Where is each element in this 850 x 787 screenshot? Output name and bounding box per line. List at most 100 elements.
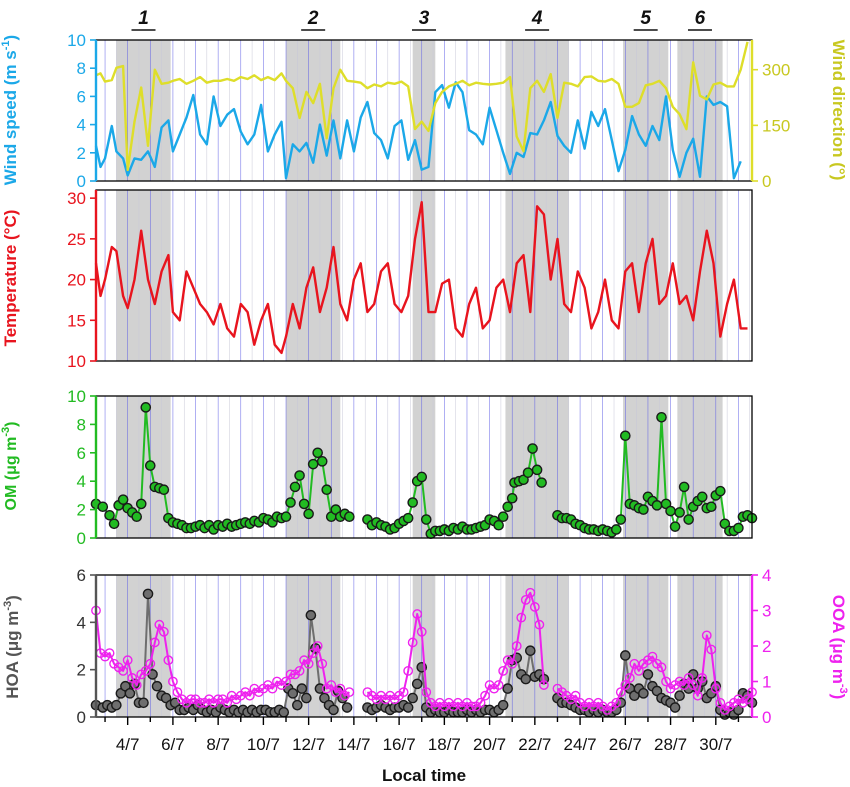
hoa-point — [142, 588, 154, 600]
om-point — [656, 411, 667, 423]
ooa-point — [475, 697, 486, 708]
om-point — [108, 518, 120, 530]
panel-wind: 0 2 4 6 8 10 0 150 300 — [67, 31, 790, 191]
ooa-point — [326, 680, 337, 690]
panel-temperature: 10 15 20 25 30 — [67, 189, 753, 371]
hoa-point — [341, 702, 353, 713]
left-axis-label: Temperature (°C) — [1, 210, 20, 347]
event-label: 1 — [138, 8, 149, 29]
right-tick-label: 150 — [762, 116, 790, 135]
left-tick-label: 4 — [77, 116, 86, 135]
left-axis-label: HOA (μg m-3) — [2, 595, 22, 699]
x-tick-label: 4/7 — [116, 735, 140, 754]
ooa-point — [104, 648, 115, 658]
hoa-point — [402, 702, 414, 713]
ooa-point — [172, 687, 183, 698]
om-point — [131, 511, 143, 523]
hoa-point — [520, 673, 532, 685]
hoa-point — [111, 699, 122, 711]
ooa-point — [158, 626, 169, 637]
ooa-point — [281, 676, 291, 687]
hoa-point — [411, 678, 423, 690]
om-point — [316, 456, 328, 467]
hoa-point — [301, 692, 312, 704]
hoa-point — [124, 688, 136, 699]
left-tick-label: 0 — [77, 172, 86, 191]
hoa-point — [314, 683, 326, 694]
left-tick-label: 10 — [67, 352, 86, 371]
om-point — [303, 508, 314, 520]
hoa-point — [638, 688, 649, 699]
event-band — [623, 40, 669, 181]
ooa-point — [403, 665, 414, 676]
left-tick-label: 6 — [77, 566, 86, 585]
ooa-point — [611, 697, 622, 708]
left-tick-label: 25 — [67, 230, 86, 249]
temperature-line — [94, 201, 748, 355]
x-tick-label: 24/7 — [564, 735, 597, 754]
event-band — [412, 190, 436, 361]
wind_direction-line — [95, 41, 749, 172]
ooa-point — [222, 697, 233, 708]
left-tick-label: 0 — [77, 529, 86, 548]
ooa-point — [186, 694, 196, 705]
om-point — [493, 519, 504, 531]
ooa-point — [570, 690, 581, 701]
om-point — [527, 443, 538, 454]
ooa-point — [620, 680, 631, 690]
x-tick-label: 30/7 — [699, 735, 732, 754]
om-point — [610, 524, 622, 535]
ooa-point — [154, 619, 165, 630]
x-axis-title: Local time — [382, 766, 466, 785]
ooa-point — [244, 690, 255, 701]
ooa-point — [412, 609, 423, 619]
om-point — [678, 481, 690, 493]
x-tick-label: 10/7 — [247, 735, 280, 754]
wind_speed-line — [94, 81, 742, 180]
om-point — [506, 492, 518, 504]
ooa-point — [466, 701, 477, 712]
panel-om: 0 2 4 6 8 10 — [67, 387, 758, 548]
ooa-point — [285, 669, 296, 680]
ooa-point — [145, 658, 156, 669]
left-tick-label: 6 — [77, 444, 86, 463]
ooa-point — [416, 626, 427, 637]
ooa-point — [493, 680, 504, 690]
ooa-point — [163, 655, 174, 666]
om-point — [289, 481, 301, 493]
left-tick-label: 8 — [77, 415, 86, 434]
om-point — [669, 521, 681, 532]
x-tick-label: 22/7 — [518, 735, 551, 754]
left-tick-label: 30 — [67, 189, 86, 208]
ooa-point — [421, 687, 432, 698]
om-point — [531, 464, 543, 476]
event-band — [677, 396, 723, 538]
om-point — [407, 497, 418, 508]
ooa-point — [688, 680, 699, 690]
left-tick-label: 2 — [77, 501, 86, 520]
x-tick-label: 12/7 — [292, 735, 325, 754]
om-point — [158, 484, 170, 496]
hoa-point — [502, 683, 513, 694]
hoa-point — [733, 704, 744, 716]
event-label: 3 — [419, 8, 430, 29]
ooa-point — [633, 665, 644, 676]
om-point — [665, 505, 676, 517]
ooa-point — [701, 630, 712, 641]
om-point — [502, 501, 513, 513]
om-point — [285, 497, 296, 508]
ooa-point — [498, 665, 509, 676]
hoa-point — [328, 704, 339, 716]
om-point — [696, 491, 708, 503]
ooa-point — [122, 655, 133, 666]
ooa-point — [697, 673, 708, 683]
om-point — [497, 511, 509, 523]
hoa-point — [287, 688, 299, 699]
right-tick-label: 1 — [762, 673, 771, 692]
ooa-point — [195, 697, 205, 708]
ooa-point — [525, 587, 536, 598]
event-label: 4 — [531, 8, 543, 29]
event-band — [412, 396, 436, 538]
om-point — [104, 509, 115, 521]
